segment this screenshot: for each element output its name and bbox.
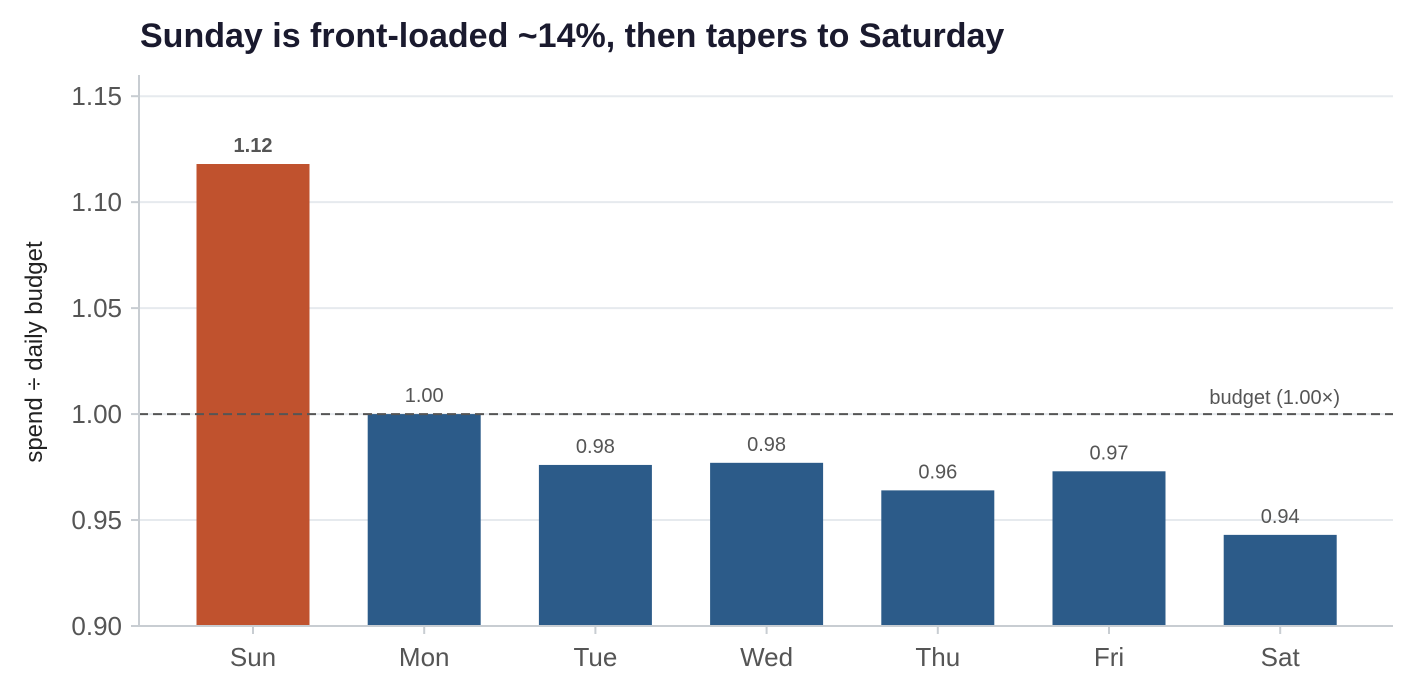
data-labels: 1.12 1.00 0.98 0.98 0.96 0.97 0.94 xyxy=(234,135,1300,528)
bars xyxy=(196,164,1337,626)
y-axis-label: spend ÷ daily budget xyxy=(21,241,48,463)
data-label: 0.96 xyxy=(918,461,957,483)
x-tick-label: Mon xyxy=(399,642,450,672)
x-tick-label: Fri xyxy=(1094,642,1124,672)
data-label: 0.98 xyxy=(747,434,786,456)
x-tick-label: Wed xyxy=(740,642,793,672)
chart-title: Sunday is front-loaded ~14%, then tapers… xyxy=(140,17,1004,55)
data-label: 0.98 xyxy=(576,436,615,458)
data-label: 1.00 xyxy=(405,385,444,407)
x-tick-label: Tue xyxy=(573,642,617,672)
y-tick-label: 1.00 xyxy=(71,399,122,429)
y-ticks: 0.90 0.95 1.00 1.05 1.10 1.15 xyxy=(71,81,139,641)
bar-tue xyxy=(538,464,652,626)
bar-sat xyxy=(1223,534,1337,626)
bar-fri xyxy=(1052,471,1166,626)
data-label: 0.97 xyxy=(1090,442,1129,464)
grid-lines xyxy=(139,95,1393,522)
reference-line-label: budget (1.00×) xyxy=(1209,387,1340,409)
bar-mon xyxy=(367,414,481,626)
y-tick-label: 1.05 xyxy=(71,293,122,323)
x-tick-label: Thu xyxy=(915,642,960,672)
data-label: 0.94 xyxy=(1261,506,1300,528)
reference-line-group: budget (1.00×) xyxy=(139,387,1393,416)
x-ticks: Sun Mon Tue Wed Thu Fri Sat xyxy=(230,626,1301,672)
y-tick-label: 1.15 xyxy=(71,81,122,111)
x-tick-label: Sat xyxy=(1261,642,1301,672)
x-tick-label: Sun xyxy=(230,642,276,672)
y-tick-label: 1.10 xyxy=(71,187,122,217)
bar-thu xyxy=(881,490,995,626)
y-tick-label: 0.90 xyxy=(71,611,122,641)
bar-wed xyxy=(710,462,824,626)
data-label: 1.12 xyxy=(234,135,273,157)
bar-sun xyxy=(196,164,310,626)
y-tick-label: 0.95 xyxy=(71,505,122,535)
